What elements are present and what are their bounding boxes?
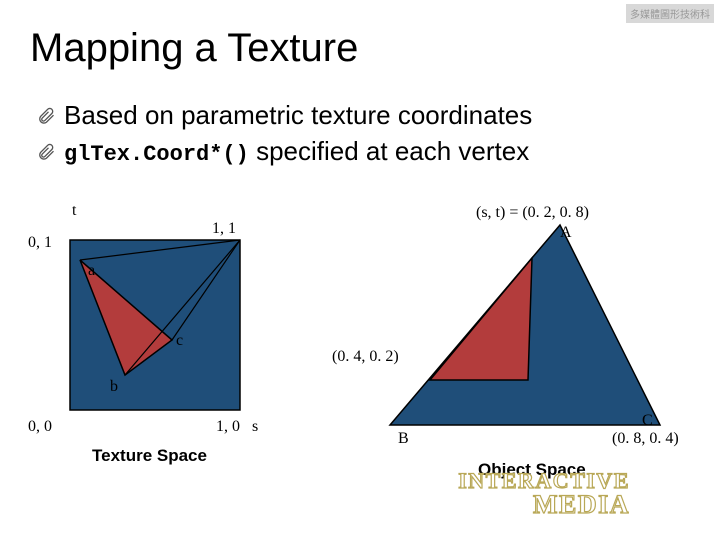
- bullet-1: Based on parametric texture coordinates: [36, 100, 532, 131]
- label-A: A: [560, 224, 572, 242]
- bullet-2-text: glTex.Coord*() specified at each vertex: [64, 136, 529, 167]
- label-B: B: [398, 430, 409, 448]
- object-space-svg: [0, 180, 720, 500]
- watermark: 多媒體圖形技術科: [626, 4, 714, 23]
- bullet-2-rest: specified at each vertex: [249, 136, 529, 166]
- bullet-list: Based on parametric texture coordinates …: [36, 100, 532, 172]
- label-C-coord: (0. 8, 0. 4): [612, 430, 679, 448]
- label-B-coord: (0. 4, 0. 2): [332, 348, 399, 366]
- label-A-coord: (s, t) = (0. 2, 0. 8): [476, 204, 589, 222]
- brand-line2: MEDIA: [458, 490, 630, 520]
- bullet-2-code: glTex.Coord*(): [64, 142, 249, 167]
- bullet-1-text: Based on parametric texture coordinates: [64, 100, 532, 131]
- footer-brand: INTERACTIVE MEDIA: [458, 468, 630, 520]
- paperclip-icon: [36, 106, 56, 126]
- label-C: C: [642, 412, 653, 430]
- page-title: Mapping a Texture: [30, 26, 358, 71]
- bullet-2: glTex.Coord*() specified at each vertex: [36, 136, 532, 167]
- paperclip-icon: [36, 142, 56, 162]
